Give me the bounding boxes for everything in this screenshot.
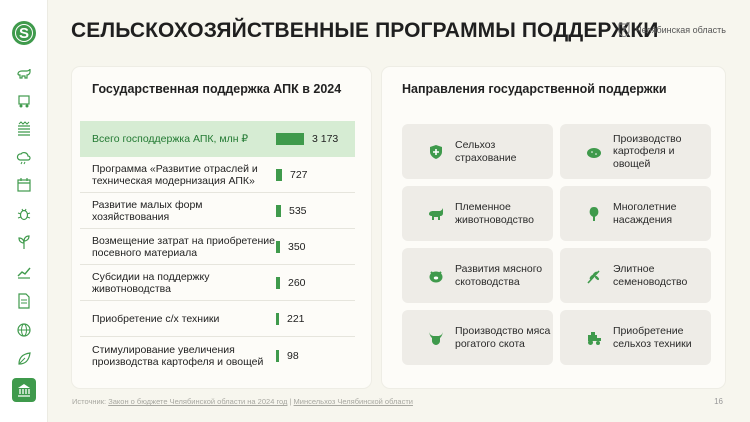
leaf-icon[interactable] — [14, 349, 34, 369]
total-row: Всего господдержка АПК, млн ₽ 3 173 — [80, 121, 355, 157]
tree-icon — [589, 206, 599, 221]
region-label: Челябинская область — [618, 23, 726, 37]
total-bar — [276, 133, 304, 145]
bank-icon[interactable] — [12, 378, 36, 402]
direction-tile[interactable]: Развития мясного скотоводства — [402, 248, 553, 303]
support-row: Развитие малых форм хозяйствования 535 — [80, 193, 355, 229]
support-row: Программа «Развитие отраслей и техническ… — [80, 157, 355, 193]
potato-icon — [587, 147, 601, 158]
direction-tile[interactable]: Сельхоз страхование — [402, 124, 553, 179]
tractor-icon — [588, 331, 601, 345]
support-row: Возмещение затрат на приобретение посевн… — [80, 229, 355, 265]
support-row-value: 221 — [287, 312, 305, 325]
chart-icon[interactable] — [14, 261, 34, 281]
support-row-value: 535 — [289, 204, 307, 217]
page-number: 16 — [714, 397, 723, 406]
shield-plus-icon — [430, 144, 442, 159]
support-row: Субсидии на поддержку животноводства 260 — [80, 265, 355, 301]
direction-label: Многолетние насаждения — [613, 201, 677, 226]
direction-tile[interactable]: Элитное семеноводство — [560, 248, 711, 303]
support-row: Приобретение с/х техники 221 — [80, 301, 355, 337]
source-footer: Источник: Закон о бюджете Челябинской об… — [72, 397, 413, 406]
field-icon[interactable] — [14, 119, 34, 139]
total-value: 3 173 — [312, 133, 339, 145]
source-link-ministry[interactable]: Минсельхоз Челябинской области — [293, 397, 413, 406]
globe-icon[interactable] — [14, 320, 34, 340]
direction-label: Производство картофеля и овощей — [613, 132, 682, 170]
logo: S — [12, 21, 36, 45]
support-row-bar — [276, 276, 280, 289]
direction-tile[interactable]: Приобретение сельхоз техники — [560, 310, 711, 365]
direction-tile[interactable]: Производство мяса рогатого скота — [402, 310, 553, 365]
pig-icon — [429, 270, 443, 282]
source-link-budget-law[interactable]: Закон о бюджете Челябинской области на 2… — [108, 397, 288, 406]
support-row-label: Приобретение с/х техники — [92, 312, 220, 325]
support-row-label: Субсидии на поддержку животноводства — [92, 270, 210, 295]
livestock-icon — [429, 207, 443, 220]
support-row-value: 260 — [288, 276, 306, 289]
directions-card: Направления государственной поддержки Се… — [382, 67, 725, 388]
calendar-icon[interactable] — [14, 175, 34, 195]
tractor-icon[interactable] — [14, 91, 34, 111]
support-card: Государственная поддержка АПК в 2024 Все… — [72, 67, 371, 388]
document-icon[interactable] — [14, 291, 34, 311]
direction-label: Сельхоз страхование — [455, 139, 517, 164]
support-row-label: Стимулирование увеличения производства к… — [92, 344, 264, 368]
support-row-bar — [276, 240, 280, 253]
direction-label: Элитное семеноводство — [613, 263, 688, 288]
weather-icon[interactable] — [14, 147, 34, 167]
direction-tile[interactable]: Производство картофеля и овощей — [560, 124, 711, 179]
total-label: Всего господдержка АПК, млн ₽ — [92, 133, 249, 145]
direction-label: Приобретение сельхоз техники — [613, 325, 692, 350]
support-row-bar — [276, 204, 281, 217]
bug-icon[interactable] — [14, 204, 34, 224]
support-row: Стимулирование увеличения производства к… — [80, 337, 355, 375]
source-separator: | — [289, 397, 292, 406]
cow-icon[interactable] — [14, 63, 34, 83]
support-row-bar — [276, 350, 279, 362]
direction-label: Производство мяса рогатого скота — [455, 325, 551, 350]
support-row-label: Программа «Развитие отраслей и техническ… — [92, 162, 258, 187]
direction-tile[interactable]: Многолетние насаждения — [560, 186, 711, 241]
plant-icon[interactable] — [14, 232, 34, 252]
support-row-value: 98 — [287, 350, 299, 362]
support-row-bar — [276, 312, 279, 325]
support-title: Государственная поддержка АПК в 2024 — [92, 82, 342, 96]
direction-label: Развития мясного скотоводства — [455, 263, 543, 288]
support-row-label: Возмещение затрат на приобретение посевн… — [92, 234, 275, 259]
support-row-label: Развитие малых форм хозяйствования — [92, 198, 203, 223]
directions-title: Направления государственной поддержки — [402, 82, 667, 96]
source-prefix: Источник: — [72, 397, 107, 406]
support-row-value: 727 — [290, 168, 308, 181]
region-name: Челябинская область — [635, 25, 726, 35]
page-title: СЕЛЬСКОХОЗЯЙСТВЕННЫЕ ПРОГРАММЫ ПОДДЕРЖКИ — [71, 19, 659, 42]
support-row-bar — [276, 168, 282, 181]
direction-label: Племенное животноводство — [455, 201, 534, 226]
support-row-value: 350 — [288, 240, 306, 253]
coat-of-arms-icon — [618, 23, 630, 37]
sidebar: S — [0, 0, 48, 422]
bull-icon — [429, 331, 443, 345]
direction-tile[interactable]: Племенное животноводство — [402, 186, 553, 241]
wheat-icon — [587, 269, 600, 284]
